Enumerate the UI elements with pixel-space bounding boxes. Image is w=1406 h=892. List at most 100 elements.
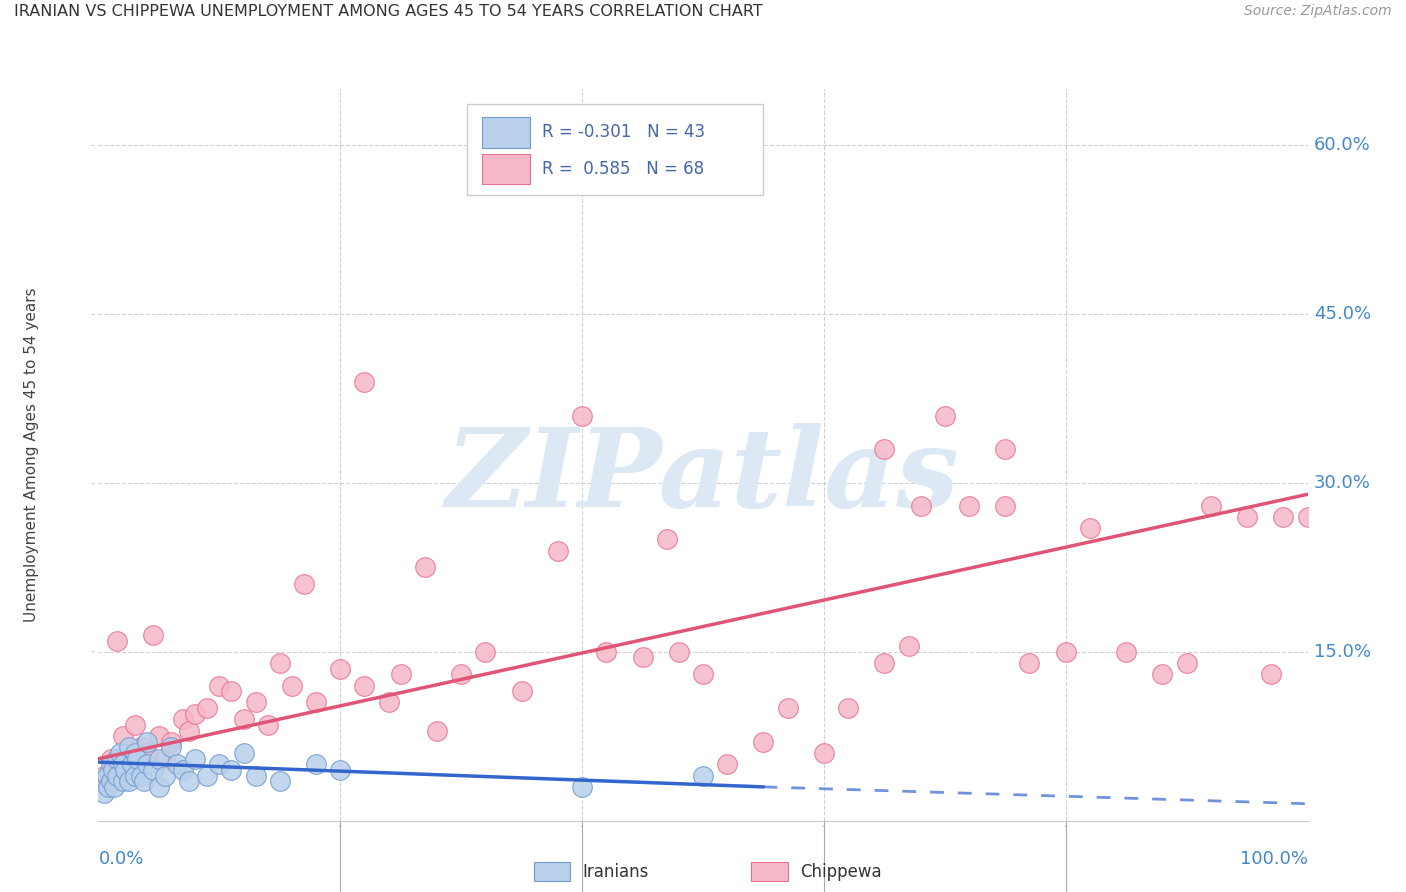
Point [353,679,375,693]
Point [389,667,412,681]
Point [179,723,201,738]
Point [269,656,291,670]
Point [752,735,775,749]
Point [910,499,932,513]
Point [142,628,165,642]
Point [232,746,254,760]
FancyBboxPatch shape [467,103,763,195]
Point [595,645,617,659]
Point [195,701,218,715]
Point [184,706,207,721]
Point [232,712,254,726]
Point [172,712,194,726]
Point [873,656,896,670]
Point [269,774,291,789]
Point [571,409,593,423]
Point [179,774,201,789]
Point [256,718,278,732]
Point [195,769,218,783]
Point [172,763,194,777]
Point [1175,656,1198,670]
Point [111,774,134,789]
Point [97,780,120,794]
Point [450,667,472,681]
FancyBboxPatch shape [534,863,569,880]
Text: Chippewa: Chippewa [800,863,882,880]
Point [148,780,170,794]
Point [837,701,859,715]
Point [1272,509,1295,524]
Point [692,769,714,783]
Point [96,769,118,783]
Point [142,763,165,777]
Point [111,757,134,772]
Point [160,735,183,749]
Point [135,757,157,772]
Point [184,752,207,766]
Point [103,780,125,794]
Text: R = -0.301   N = 43: R = -0.301 N = 43 [543,123,706,141]
Point [124,769,146,783]
Point [118,774,141,789]
Point [305,696,328,710]
Text: Unemployment Among Ages 45 to 54 years: Unemployment Among Ages 45 to 54 years [24,287,39,623]
Point [1054,645,1077,659]
Point [281,679,304,693]
Point [873,442,896,457]
Point [127,752,149,766]
Text: 100.0%: 100.0% [1240,850,1308,868]
Point [134,774,156,789]
Point [994,499,1017,513]
Point [1296,509,1319,524]
Point [160,740,183,755]
Point [108,774,131,789]
Text: R =  0.585   N = 68: R = 0.585 N = 68 [543,160,704,178]
Point [776,701,799,715]
Point [813,746,835,760]
Text: 60.0%: 60.0% [1313,136,1371,154]
Point [93,769,115,783]
Point [474,645,496,659]
Point [994,442,1017,457]
Point [655,533,678,547]
Point [1115,645,1137,659]
Point [1199,499,1222,513]
Point [153,769,176,783]
Point [91,774,114,789]
Point [1078,521,1101,535]
Point [105,769,128,783]
Point [692,667,714,681]
Point [105,752,128,766]
Point [124,746,146,760]
Point [118,757,141,772]
Point [129,740,152,755]
Point [377,696,399,710]
Point [245,696,267,710]
Text: 30.0%: 30.0% [1313,474,1371,492]
Point [108,746,131,760]
Point [245,769,267,783]
Point [934,409,956,423]
Point [353,375,375,389]
Text: IRANIAN VS CHIPPEWA UNEMPLOYMENT AMONG AGES 45 TO 54 YEARS CORRELATION CHART: IRANIAN VS CHIPPEWA UNEMPLOYMENT AMONG A… [14,4,763,20]
Text: 45.0%: 45.0% [1313,305,1371,323]
Point [221,763,243,777]
Point [105,633,128,648]
FancyBboxPatch shape [751,863,787,880]
Point [1152,667,1174,681]
Point [547,543,569,558]
Text: ZIPatlas: ZIPatlas [446,423,960,531]
Point [111,729,134,743]
FancyBboxPatch shape [482,153,530,185]
Point [148,752,170,766]
Point [208,757,231,772]
Point [121,757,143,772]
Point [1236,509,1258,524]
Point [305,757,328,772]
Point [101,763,124,777]
Point [668,645,690,659]
Point [100,757,122,772]
Point [1018,656,1040,670]
Point [166,757,188,772]
Point [1260,667,1282,681]
